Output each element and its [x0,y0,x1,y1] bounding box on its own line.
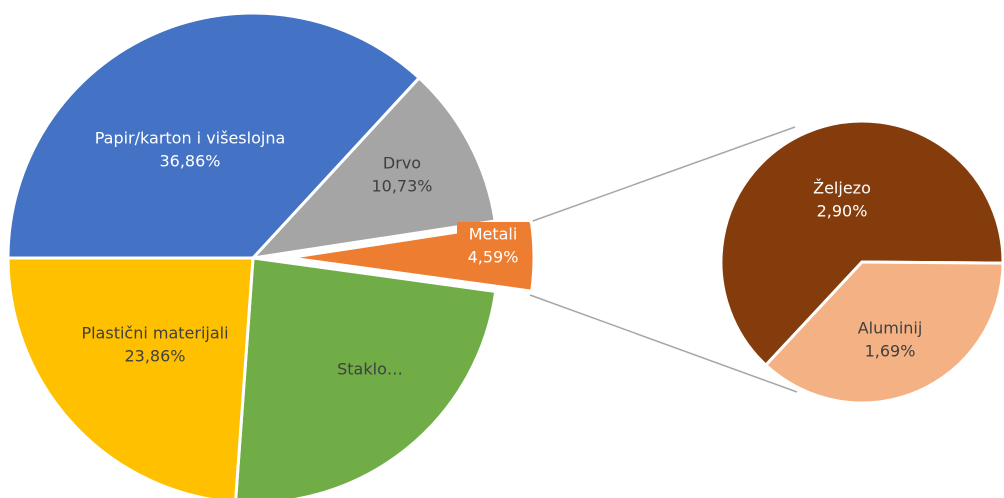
slice-label: Staklo… [337,360,403,379]
pie-slice [6,11,422,260]
value-label: 1,69% [865,342,916,361]
slice-label: Aluminij [858,319,923,338]
value-label: 2,90% [817,202,868,221]
slice-label: Željezo [813,179,871,198]
pie-slice [763,260,1004,405]
connector-line [529,294,798,393]
pie-slice [234,256,498,498]
pie-slice [248,75,497,261]
pie-slice [6,256,255,498]
slice-label: Metali [469,225,518,244]
value-label: 36,86% [159,152,220,171]
value-label: 23,86% [124,347,185,366]
pie-slice [719,119,1004,368]
slice-label: Papir/karton i višeslojna [95,129,286,148]
slice-label: Drvo [383,154,421,173]
value-label: 4,59% [468,248,519,267]
connector-line [529,126,796,223]
value-label: 10,73% [371,177,432,196]
slice-label: Plastični materijali [81,324,228,343]
label-box [457,222,529,270]
